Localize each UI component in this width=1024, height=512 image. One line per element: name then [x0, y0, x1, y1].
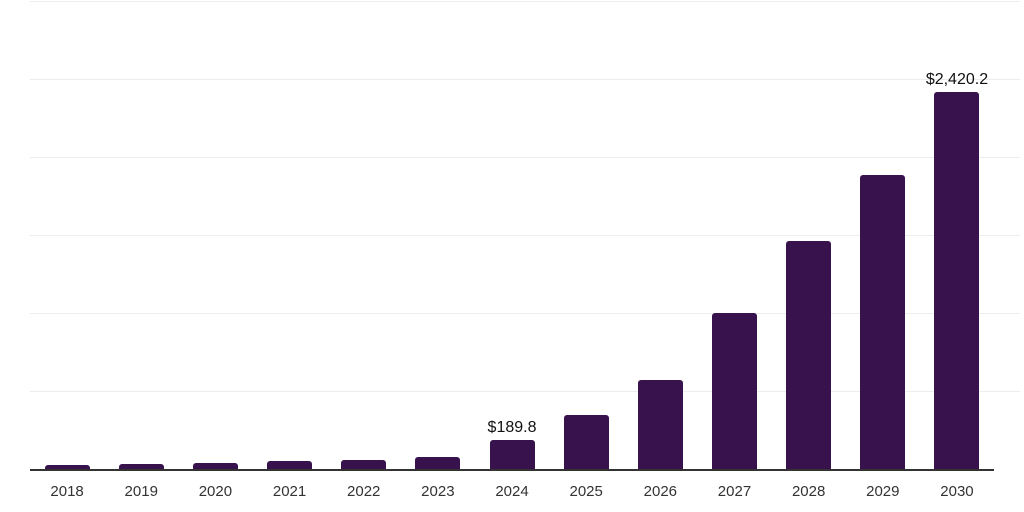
bar-slot-2025 — [549, 2, 623, 470]
x-axis-label-2022: 2022 — [347, 483, 381, 500]
bar-slot-2018 — [30, 2, 104, 470]
x-axis-label-2023: 2023 — [421, 483, 455, 500]
x-axis-label-2020: 2020 — [198, 483, 233, 500]
bar-2029 — [860, 175, 906, 470]
bars-container: $189.8 $2,420.2 — [30, 2, 994, 470]
bar-slot-2024: $189.8 — [475, 2, 549, 470]
x-axis-label-2027: 2027 — [717, 483, 752, 500]
x-axis-label-2018: 2018 — [50, 483, 84, 500]
bar-2021 — [267, 461, 313, 470]
x-axis-label-2025: 2025 — [569, 483, 603, 500]
plot-area: $189.8 $2,420.2 — [30, 1, 1020, 471]
bar-slot-2020 — [178, 2, 252, 470]
bar-2028 — [786, 240, 832, 470]
x-axis-labels: 2018 2019 2020 2021 2022 2023 2024 2025 2026 2027… — [30, 483, 994, 501]
bar-slot-2019 — [104, 2, 178, 470]
bar-2024: $189.8 — [488, 420, 536, 470]
x-axis-label-2030: 2030 — [940, 483, 974, 500]
bar-slot-2029 — [846, 2, 920, 470]
bar-2030: $2,420.2 — [926, 72, 988, 470]
bar-2025 — [563, 414, 609, 470]
bar-slot-2023 — [401, 2, 475, 470]
bar-2022 — [341, 459, 387, 470]
bar-slot-2030: $2,420.2 — [920, 2, 994, 470]
bar-slot-2021 — [252, 2, 326, 470]
bar-slot-2028 — [772, 2, 846, 470]
bar-slot-2027 — [697, 2, 771, 470]
x-axis-label-2019: 2019 — [124, 483, 158, 500]
bar-2018 — [44, 464, 90, 470]
bar-slot-2022 — [327, 2, 401, 470]
bar-2023 — [415, 456, 461, 470]
x-axis-label-2029: 2029 — [866, 483, 900, 500]
bar-slot-2026 — [623, 2, 697, 470]
x-axis-label-2024: 2024 — [495, 483, 529, 500]
bar-value-label-2030: $2,420.2 — [925, 71, 989, 89]
x-axis-label-2021: 2021 — [272, 483, 307, 500]
bar-2019 — [118, 463, 164, 470]
x-axis-line — [30, 469, 994, 471]
x-axis-label-2028: 2028 — [791, 483, 826, 500]
x-axis-label-2026: 2026 — [643, 483, 678, 500]
bar-2026 — [637, 379, 683, 470]
bar-2027 — [711, 313, 757, 470]
bar-2020 — [192, 462, 238, 470]
bar-value-label-2024: $189.8 — [487, 419, 537, 437]
